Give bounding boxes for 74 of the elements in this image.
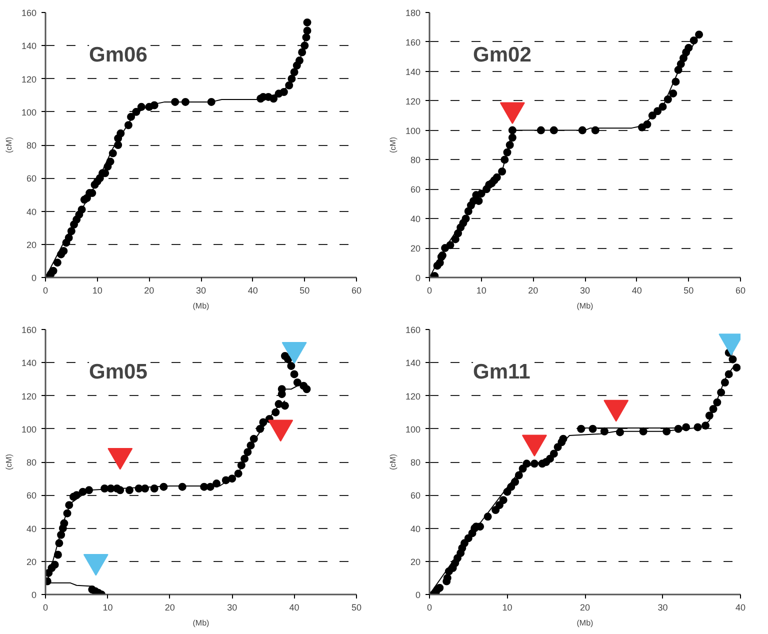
x-tick-label: 40 <box>248 286 258 296</box>
x-tick-label: 60 <box>351 286 362 296</box>
y-tick-label: 160 <box>21 325 37 335</box>
y-tick-label: 160 <box>405 37 421 48</box>
x-tick-label: 10 <box>502 602 512 612</box>
x-tick-label: 50 <box>300 286 310 296</box>
x-tick-label: 40 <box>735 602 746 612</box>
x-tick-label: 10 <box>476 286 486 296</box>
y-tick-label: 60 <box>26 174 37 184</box>
y-axis-title: (cM) <box>4 136 14 153</box>
y-tick-label: 160 <box>405 325 421 335</box>
x-tick-label: 0 <box>42 602 48 612</box>
y-axis-title: (cM) <box>4 454 14 470</box>
text: Gm11 <box>473 360 531 384</box>
y-tick-label: 80 <box>410 155 421 166</box>
y-tick-label: 160 <box>21 8 37 18</box>
x-axis-title: (Mb) <box>192 302 210 310</box>
y-tick-label: 20 <box>410 556 421 567</box>
x-tick-label: 10 <box>92 286 102 296</box>
y-tick-label: 0 <box>415 273 421 283</box>
y-tick-label: 120 <box>21 74 37 84</box>
y-tick-label: 100 <box>21 107 37 118</box>
y-tick-label: 0 <box>415 590 421 600</box>
y-tick-label: 80 <box>26 140 37 150</box>
x-tick-label: 40 <box>289 602 300 612</box>
y-tick-label: 20 <box>410 244 421 254</box>
y-tick-label: 100 <box>21 424 37 434</box>
x-tick-label: 60 <box>735 286 746 296</box>
y-tick-label: 120 <box>405 96 421 106</box>
y-tick-label: 80 <box>26 458 37 468</box>
y-tick-label: 40 <box>26 524 37 534</box>
text: Gm02 <box>473 43 532 66</box>
y-axis-title: (cM) <box>388 136 398 153</box>
x-tick-label: 40 <box>632 286 642 296</box>
y-tick-label: 40 <box>410 524 421 534</box>
x-axis-title: (Mb) <box>576 302 594 310</box>
x-tick-label: 30 <box>227 602 238 612</box>
y-tick-label: 20 <box>26 240 37 250</box>
y-tick-label: 180 <box>405 8 421 18</box>
y-tick-label: 0 <box>31 273 37 283</box>
x-axis-title: (Mb) <box>192 618 210 628</box>
y-tick-label: 140 <box>405 66 421 77</box>
x-tick-label: 30 <box>580 286 590 296</box>
x-tick-label: 30 <box>196 286 206 296</box>
x-tick-label: 0 <box>426 602 432 612</box>
x-tick-label: 30 <box>658 602 668 612</box>
x-tick-label: 20 <box>144 286 154 296</box>
text: Gm06 <box>89 43 148 66</box>
y-tick-label: 0 <box>31 590 37 600</box>
y-tick-label: 100 <box>405 126 421 136</box>
y-tick-label: 40 <box>410 214 421 224</box>
x-tick-label: 10 <box>102 602 113 612</box>
x-tick-label: 20 <box>164 602 175 612</box>
x-axis-title: (Mb) <box>576 618 594 628</box>
y-tick-label: 60 <box>26 490 37 501</box>
y-tick-label: 120 <box>21 391 37 402</box>
x-tick-label: 0 <box>426 286 432 296</box>
y-tick-label: 140 <box>21 358 37 368</box>
y-axis-title: (cM) <box>388 454 398 470</box>
y-tick-label: 140 <box>405 358 421 368</box>
y-tick-label: 140 <box>21 41 37 52</box>
y-tick-label: 60 <box>410 184 421 195</box>
x-tick-label: 50 <box>684 286 694 296</box>
text: Gm05 <box>89 360 148 384</box>
y-tick-label: 100 <box>405 424 421 434</box>
x-tick-label: 50 <box>351 602 362 612</box>
y-tick-label: 80 <box>410 458 421 468</box>
y-tick-label: 40 <box>26 206 37 217</box>
x-tick-label: 0 <box>42 286 48 296</box>
y-tick-label: 20 <box>26 556 37 567</box>
y-tick-label: 60 <box>410 490 421 501</box>
x-tick-label: 20 <box>528 286 538 296</box>
y-tick-label: 120 <box>405 391 421 402</box>
x-tick-label: 20 <box>580 602 590 612</box>
